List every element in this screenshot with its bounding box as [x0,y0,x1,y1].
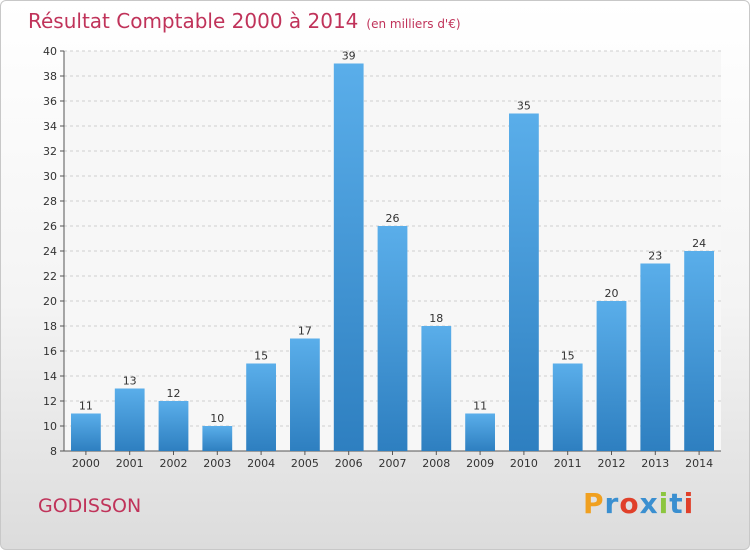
x-tick-label: 2009 [466,457,494,470]
bar [377,226,408,451]
data-label: 15 [561,350,575,363]
chart-subtitle: (en milliers d'€) [366,17,461,31]
chart-title-block: Résultat Comptable 2000 à 2014 (en millie… [28,9,461,33]
data-label: 17 [298,325,312,338]
proxiti-logo: Proxiti [583,487,694,520]
bar [465,413,495,451]
x-tick-label: 2014 [685,457,713,470]
logo-letter: x [639,487,659,520]
x-tick-label: 2010 [510,457,538,470]
bar [421,326,452,451]
data-label: 35 [517,100,531,113]
bar [509,113,539,451]
y-tick-label: 12 [43,395,57,408]
bar [684,251,714,451]
data-label: 24 [692,237,706,250]
x-tick-label: 2001 [116,457,144,470]
data-label: 10 [210,412,224,425]
data-label: 26 [386,212,400,225]
bar [333,63,364,451]
y-tick-label: 38 [43,70,57,83]
x-tick-label: 2006 [335,457,363,470]
data-label: 11 [79,400,93,413]
logo-letter: r [604,487,620,520]
data-label: 13 [123,375,137,388]
bar [596,301,627,451]
data-label: 18 [429,312,443,325]
data-label: 39 [342,50,356,63]
y-tick-label: 34 [43,120,57,133]
logo-letter: P [583,487,605,520]
y-tick-label: 10 [43,420,57,433]
data-label: 12 [167,387,181,400]
logo-letter: t [669,487,684,520]
y-tick-label: 22 [43,270,57,283]
data-label: 20 [605,287,619,300]
x-tick-label: 2011 [554,457,582,470]
bar [71,413,101,451]
x-tick-label: 2002 [160,457,188,470]
y-tick-label: 26 [43,220,57,233]
x-tick-label: 2012 [598,457,626,470]
data-label: 23 [648,250,662,263]
bar [202,426,233,451]
logo-letter: i [683,487,695,520]
y-tick-label: 28 [43,195,57,208]
bar [552,363,583,451]
bar [246,363,276,451]
y-tick-label: 30 [43,170,57,183]
y-tick-label: 32 [43,145,57,158]
bar [158,401,189,451]
x-tick-label: 2003 [203,457,231,470]
logo-letter: o [619,487,640,520]
y-tick-label: 24 [43,245,57,258]
x-tick-label: 2004 [247,457,275,470]
bar [114,388,145,451]
y-tick-label: 14 [43,370,57,383]
y-tick-label: 18 [43,320,57,333]
chart-title: Résultat Comptable 2000 à 2014 [28,9,359,33]
y-tick-label: 36 [43,95,57,108]
x-tick-label: 2013 [641,457,669,470]
logo-letter: i [658,487,670,520]
x-tick-label: 2007 [379,457,407,470]
x-tick-label: 2008 [422,457,450,470]
data-label: 15 [254,350,268,363]
y-tick-label: 40 [43,45,57,58]
location-name: GODISSON [38,495,142,517]
data-label: 11 [473,400,487,413]
bar [290,338,320,451]
x-tick-label: 2005 [291,457,319,470]
y-tick-label: 8 [50,445,57,458]
y-tick-label: 20 [43,295,57,308]
y-tick-label: 16 [43,345,57,358]
x-tick-label: 2000 [72,457,100,470]
bar [640,263,671,451]
